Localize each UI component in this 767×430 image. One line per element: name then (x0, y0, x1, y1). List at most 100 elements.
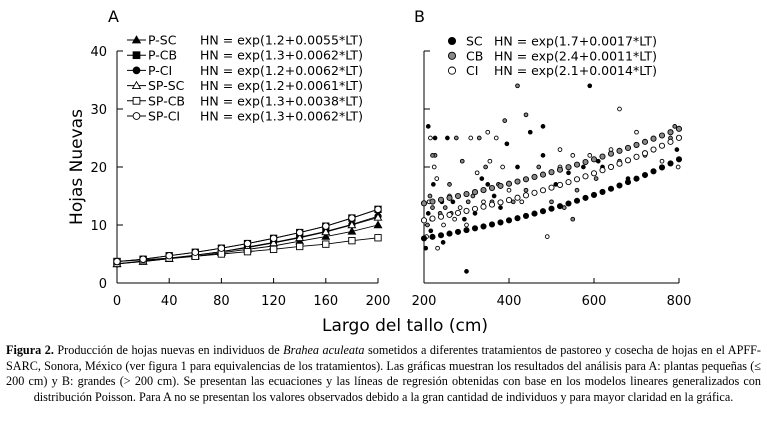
panel-b-fit-cb (505, 180, 513, 187)
panel-b-observed-point (425, 222, 430, 228)
panel-a-point-sp-sc (347, 220, 357, 229)
panel-b-observed-point (527, 129, 533, 135)
panel-a-point-sp-ci (269, 234, 278, 242)
panel-a-point-sp-ci (191, 248, 199, 256)
y-tick-label: 40 (90, 45, 107, 60)
panel-b-fit-sc (505, 217, 513, 224)
legend-equation-ci: HN = exp(2.1+0.0014*LT) (494, 63, 657, 78)
panel-b-observed-point (485, 129, 491, 135)
panel-b-observed-point (498, 205, 503, 210)
panel-b-observed-point (574, 187, 580, 193)
panel-b-fit-ci (573, 176, 581, 183)
panel-b-fit-cb (471, 189, 479, 196)
panel-a-point-sp-cb (269, 245, 278, 254)
panel-b-observed-point (479, 176, 485, 181)
panel-b-observed-point (431, 164, 437, 170)
panel-b-observed-point (493, 135, 499, 141)
panel-b-observed-point (544, 234, 550, 239)
legend-marker-cb (447, 51, 457, 60)
legend-equation-sp-cb: HN = exp(1.3+0.0038*LT) (200, 93, 363, 108)
panel-b-observed-point (566, 170, 571, 176)
panel-b-fit-ci (582, 173, 589, 180)
panel-b-fit-cb (463, 191, 470, 198)
y-tick-label: 30 (90, 103, 107, 118)
legend-equation-sp-ci: HN = exp(1.3+0.0062*LT) (200, 109, 363, 124)
panel-b-observed-point (549, 199, 554, 205)
panel-b-observed-point (634, 129, 639, 135)
panel-b-observed-point (453, 135, 459, 141)
caption-label: Figura 2. (6, 343, 54, 357)
panel-b-fit-sc (607, 185, 615, 192)
panel-b-fit-sc (556, 203, 564, 210)
panel-b-observed-point (519, 199, 525, 205)
panel-b-observed-point (570, 153, 576, 158)
panel-b-observed-point (587, 153, 593, 158)
panel-b-fit-ci (624, 157, 632, 164)
panel-a-point-p-sc (347, 226, 357, 235)
legend-name-ci: CI (466, 63, 478, 78)
caption-text-2: sometidos a diferentes tratamientos de p… (6, 343, 761, 404)
figure-2-charts: A 0 10 20 30 40 0 40 80 120 160 200 P-SC HN = exp(… (67, 7, 692, 336)
y-tick-label: 0 (99, 277, 107, 292)
panel-b-fit-sc (454, 228, 462, 235)
panel-b-observed-point (674, 147, 680, 152)
panel-a-point-sp-cb (348, 237, 356, 245)
panel-b-observed-point (502, 118, 508, 123)
panel-b-fit-cb (514, 178, 521, 185)
panel-a-letter: A (108, 7, 119, 26)
panel-b-fit-ci (531, 189, 538, 196)
panel-b-fit-ci (599, 167, 606, 174)
panel-b-fit-sc (565, 200, 572, 207)
caption-text-1: Producción de hojas nuevas en individuos… (53, 343, 284, 357)
panel-a-xtick-label: 200 (366, 294, 391, 309)
panel-b-observed-point (617, 106, 622, 112)
legend-marker-sp-cb (132, 96, 141, 105)
panel-b-xtick-label: 200 (412, 294, 437, 309)
panel-b-fit-cb (582, 158, 589, 166)
panel-b-fit-ci (471, 205, 479, 212)
panel-b-observed-point (450, 199, 456, 205)
legend-equation-p-ci: HN = exp(1.2+0.0062*LT) (200, 63, 363, 78)
panel-b-fit-cb (522, 176, 530, 183)
panel-b-fit-ci (590, 170, 598, 177)
panel-a: A 0 10 20 30 40 0 40 80 120 160 200 P-SC HN = exp(… (90, 7, 390, 309)
panel-a-point-sp-ci (374, 205, 382, 213)
y-axis-title: Hojas Nuevas (67, 109, 87, 225)
panel-b-fit-ci (565, 179, 572, 186)
panel-a-point-sp-ci (139, 255, 147, 263)
panel-a-point-p-sc (373, 220, 383, 229)
panel-b-observed-point (457, 205, 463, 210)
panel-b-observed-point (504, 141, 510, 147)
panel-b-observed-point (485, 182, 491, 187)
panel-b-observed-point (557, 147, 563, 152)
panel-b-observed-point (506, 187, 512, 193)
panel-b-fit-cb (565, 164, 572, 171)
panel-a-point-sp-ci (296, 228, 304, 237)
legend-name-p-ci: P-CI (148, 63, 172, 78)
panel-b-fit-sc (514, 215, 521, 222)
panel-b-fit-cb (650, 135, 657, 142)
panel-b-observed-point (428, 228, 434, 234)
panel-a-point-sp-sc (373, 212, 383, 221)
panel-b-fit-sc (573, 197, 581, 204)
panel-b-fit-sc (488, 221, 496, 228)
panel-b-fit-sc (599, 188, 606, 195)
panel-b-fit-sc (429, 233, 436, 240)
panel-b-fit-ci (641, 150, 649, 157)
legend-marker-sc (447, 36, 457, 46)
panel-b-fit-cb (624, 144, 632, 151)
panel-b-fit-sc (633, 175, 640, 182)
panel-b: B 200 400 600 800 SC HN = exp(1.7+0.0017*LT)… (412, 7, 692, 309)
panel-b-observed-point (425, 211, 431, 216)
panel-b-fit-sc (539, 208, 547, 215)
panel-b-observed-point (483, 164, 488, 170)
legend-equation-p-cb: HN = exp(1.3+0.0062*LT) (200, 48, 363, 63)
panel-b-observed-point (468, 135, 474, 141)
legend-name-cb: CB (466, 48, 483, 63)
panel-b-fit-ci (633, 153, 640, 160)
panel-a-point-sp-cb (322, 240, 330, 248)
panel-b-xtick-label: 400 (497, 294, 522, 309)
panel-b-observed-point (425, 124, 431, 129)
legend-name-sp-cb: SP-CB (148, 93, 185, 108)
panel-b-fit-sc (437, 232, 445, 239)
